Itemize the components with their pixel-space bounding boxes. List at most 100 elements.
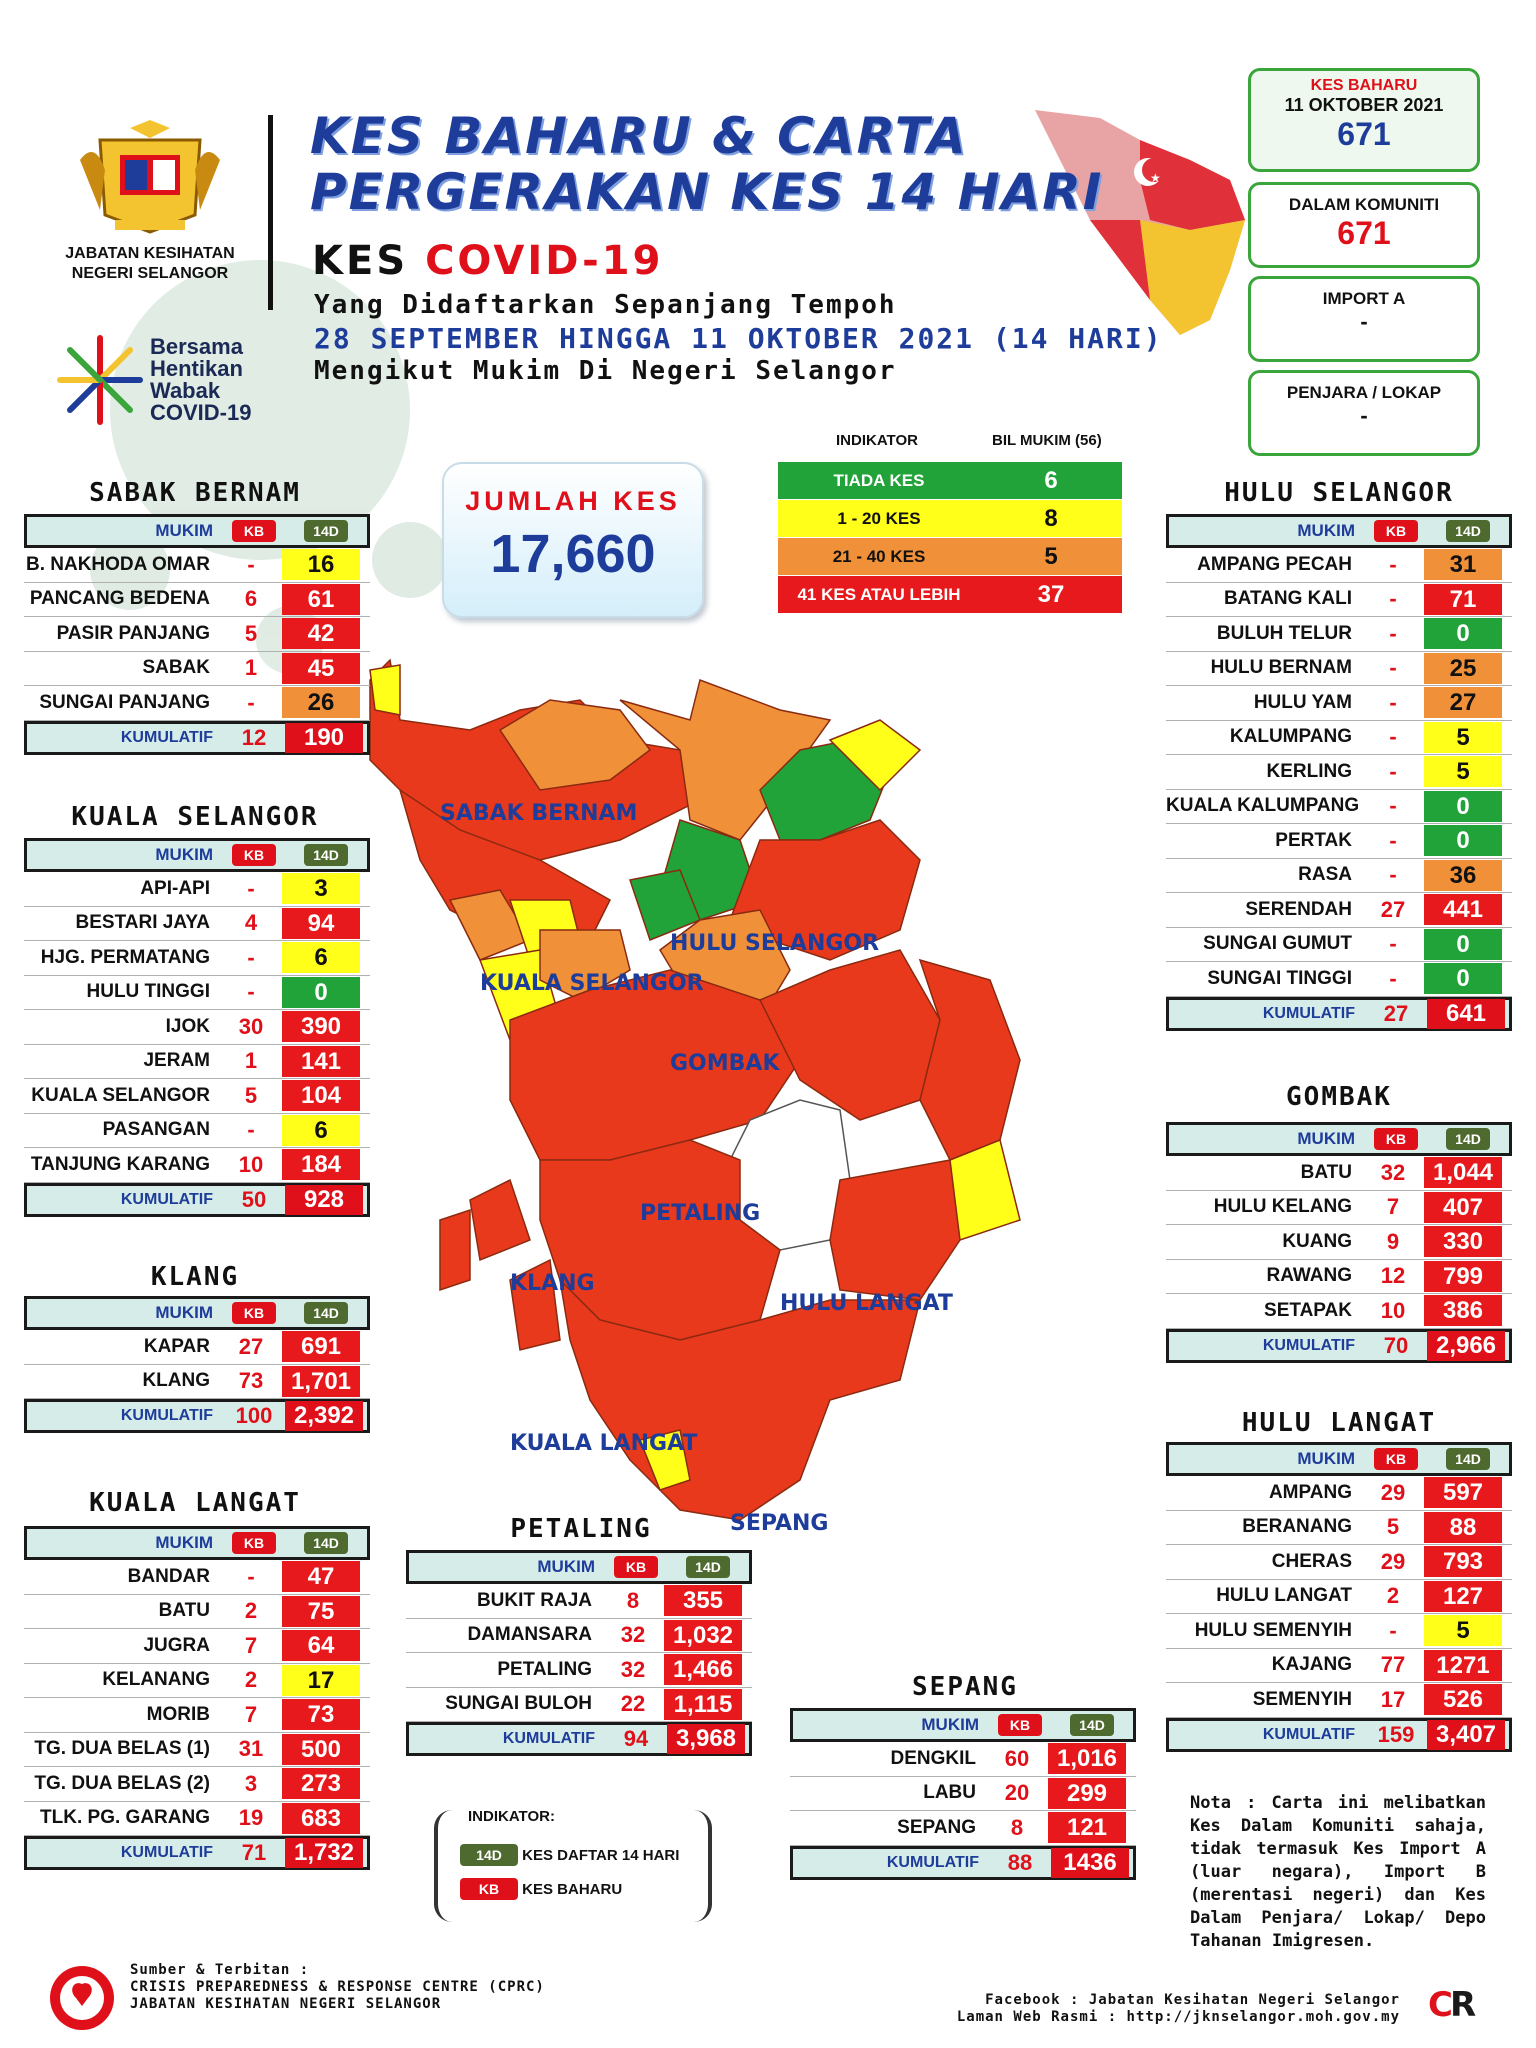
footer-website[interactable]: Laman Web Rasmi : http://jknselangor.moh…: [956, 2009, 1400, 2025]
d14-value: 273: [282, 1768, 360, 1800]
indicator-count: 6: [1044, 467, 1058, 494]
kumulatif-label: KUMULATIF: [1262, 1004, 1355, 1022]
d14-value: 31: [1424, 549, 1502, 581]
col-14d: 14D: [1446, 520, 1490, 542]
kb-value: -: [1389, 724, 1397, 750]
col-mukim: MUKIM: [921, 1715, 979, 1734]
mukim-name: PERTAK: [1275, 829, 1352, 851]
col-kb: KB: [232, 1532, 276, 1554]
mukim-name: CHERAS: [1271, 1550, 1352, 1572]
total-14d: 1436: [1051, 1847, 1129, 1878]
d14-value: 73: [282, 1699, 360, 1731]
total-kb: 12: [241, 724, 267, 750]
mukim-name: KAJANG: [1271, 1654, 1352, 1676]
region-nakhoda-omar: [369, 664, 401, 716]
section-title-klang: KLANG: [150, 1262, 240, 1292]
mukim-name: IJOK: [165, 1015, 210, 1037]
key-14d-pill: 14D: [460, 1844, 518, 1866]
kb-value: 77: [1380, 1652, 1406, 1678]
indicator-count: 37: [1037, 581, 1065, 608]
table-row: KLANG 73 1,701: [24, 1365, 370, 1399]
kb-value: -: [247, 689, 255, 715]
table-row: LABU 20 299: [790, 1777, 1136, 1811]
table-kuala-langat: MUKIM KB 14D BANDAR -47 BATU 2 75 JUGRA 7 64 …: [24, 1526, 370, 1870]
kb-value: 2: [244, 1598, 258, 1624]
mukim-name: KALUMPANG: [1229, 726, 1352, 748]
kb-value: 10: [1380, 1297, 1406, 1323]
col-14d: 14D: [1446, 1448, 1490, 1470]
col-kb: KB: [232, 1302, 276, 1324]
d14-value: 0: [282, 976, 360, 1008]
col-mukim: MUKIM: [155, 521, 213, 540]
col-kb: KB: [1374, 520, 1418, 542]
indicator-count: 5: [1044, 543, 1058, 570]
d14-value: 61: [282, 583, 360, 615]
mukim-name: SEMENYIH: [1252, 1688, 1352, 1710]
d14-value: 355: [664, 1585, 742, 1617]
kb-value: -: [1389, 793, 1397, 819]
table-row: SUNGAI BULOH 22 1,115: [406, 1688, 752, 1722]
map-label-kuala-selangor: KUALA SELANGOR: [480, 971, 704, 996]
mukim-name: PASANGAN: [102, 1119, 210, 1141]
footer-links: Facebook : Jabatan Kesihatan Negeri Sela…: [880, 1992, 1400, 2026]
health-logo: [50, 1966, 114, 2030]
table-row: DENGKIL 60 1,016: [790, 1742, 1136, 1777]
table-total: KUMULATIF 27 641: [1166, 996, 1512, 1031]
table-hulu-langat: MUKIM KB 14D AMPANG 29 597 BERANANG 5 88 CHE…: [1166, 1442, 1512, 1752]
table-row: JUGRA 7 64: [24, 1629, 370, 1664]
komuniti-value: 671: [1337, 215, 1391, 251]
total-14d: 1,732: [285, 1838, 363, 1868]
d14-value: 1,016: [1048, 1743, 1126, 1775]
summary-komuniti: DALAM KOMUNITI 671: [1248, 182, 1480, 268]
d14-value: 75: [282, 1595, 360, 1627]
mukim-name: HULU TINGGI: [86, 981, 211, 1003]
kb-value: 5: [244, 620, 258, 646]
total-14d: 2,966: [1427, 1330, 1505, 1361]
d14-value: 5: [1424, 1615, 1502, 1647]
table-row: SETAPAK 10 386: [1166, 1294, 1512, 1329]
kumulatif-label: KUMULATIF: [120, 1190, 213, 1208]
total-kb: 159: [1377, 1721, 1415, 1747]
total-cases-card: JUMLAH KES 17,660: [442, 462, 704, 618]
region-sungai-panjang: [498, 699, 652, 791]
d14-value: 1,115: [664, 1688, 742, 1720]
kb-value: 1: [244, 655, 258, 681]
d14-value: 407: [1424, 1191, 1502, 1223]
d14-value: 64: [282, 1630, 360, 1662]
table-row: HULU KELANG 7 407: [1166, 1191, 1512, 1225]
table-row: AMPANG 29 597: [1166, 1476, 1512, 1511]
d14-value: 71: [1424, 583, 1502, 615]
col-14d: 14D: [304, 520, 348, 542]
total-cases-value: 17,660: [490, 524, 656, 584]
table-row: BULUH TELUR - 0: [1166, 617, 1512, 652]
total-kb: 88: [1007, 1849, 1033, 1875]
mukim-name: PETALING: [497, 1658, 592, 1680]
table-row: BUKIT RAJA 8 355: [406, 1584, 752, 1619]
map-label-gombak: GOMBAK: [670, 1051, 780, 1076]
mukim-name: SABAK: [142, 657, 210, 679]
region-kerling: [828, 719, 922, 792]
table-row: KUANG 9 330: [1166, 1225, 1512, 1260]
table-total: KUMULATIF 12 190: [24, 720, 370, 755]
mukim-name: BUKIT RAJA: [476, 1589, 592, 1611]
table-klang: MUKIM KB 14D KAPAR 27 691 KLANG 73 1,701 KUM…: [24, 1296, 370, 1433]
summary-import: IMPORT A -: [1248, 276, 1480, 362]
footer-source-line-3: JABATAN KESIHATAN NEGERI SELANGOR: [130, 1996, 442, 2012]
table-total: KUMULATIF 94 3,968: [406, 1722, 752, 1756]
mukim-name: KELANANG: [102, 1669, 210, 1691]
col-14d: 14D: [686, 1556, 730, 1578]
kb-value: -: [1389, 620, 1397, 646]
d14-value: 299: [1048, 1777, 1126, 1809]
table-kuala-selangor: MUKIM KB 14D API-API - 3 BESTARI JAYA 4 94 H…: [24, 838, 370, 1217]
table-hulu-selangor: MUKIM KB 14D AMPANG PECAH - 31 BATANG KALI…: [1166, 514, 1512, 1031]
section-title-gombak: GOMBAK: [1286, 1082, 1392, 1112]
map-label-hulu-selangor: HULU SELANGOR: [670, 931, 879, 956]
kb-value: 3: [244, 1770, 258, 1796]
kb-value: 32: [620, 1656, 646, 1682]
mukim-name: MORIB: [146, 1703, 210, 1725]
table-header: MUKIM KB 14D: [790, 1708, 1136, 1742]
region-island-2: [439, 1208, 471, 1292]
table-total: KUMULATIF 71 1,732: [24, 1836, 370, 1870]
table-row: PASANGAN - 6: [24, 1114, 370, 1148]
indicator-row-red: 41 KES ATAU LEBIH 37: [778, 576, 1122, 613]
